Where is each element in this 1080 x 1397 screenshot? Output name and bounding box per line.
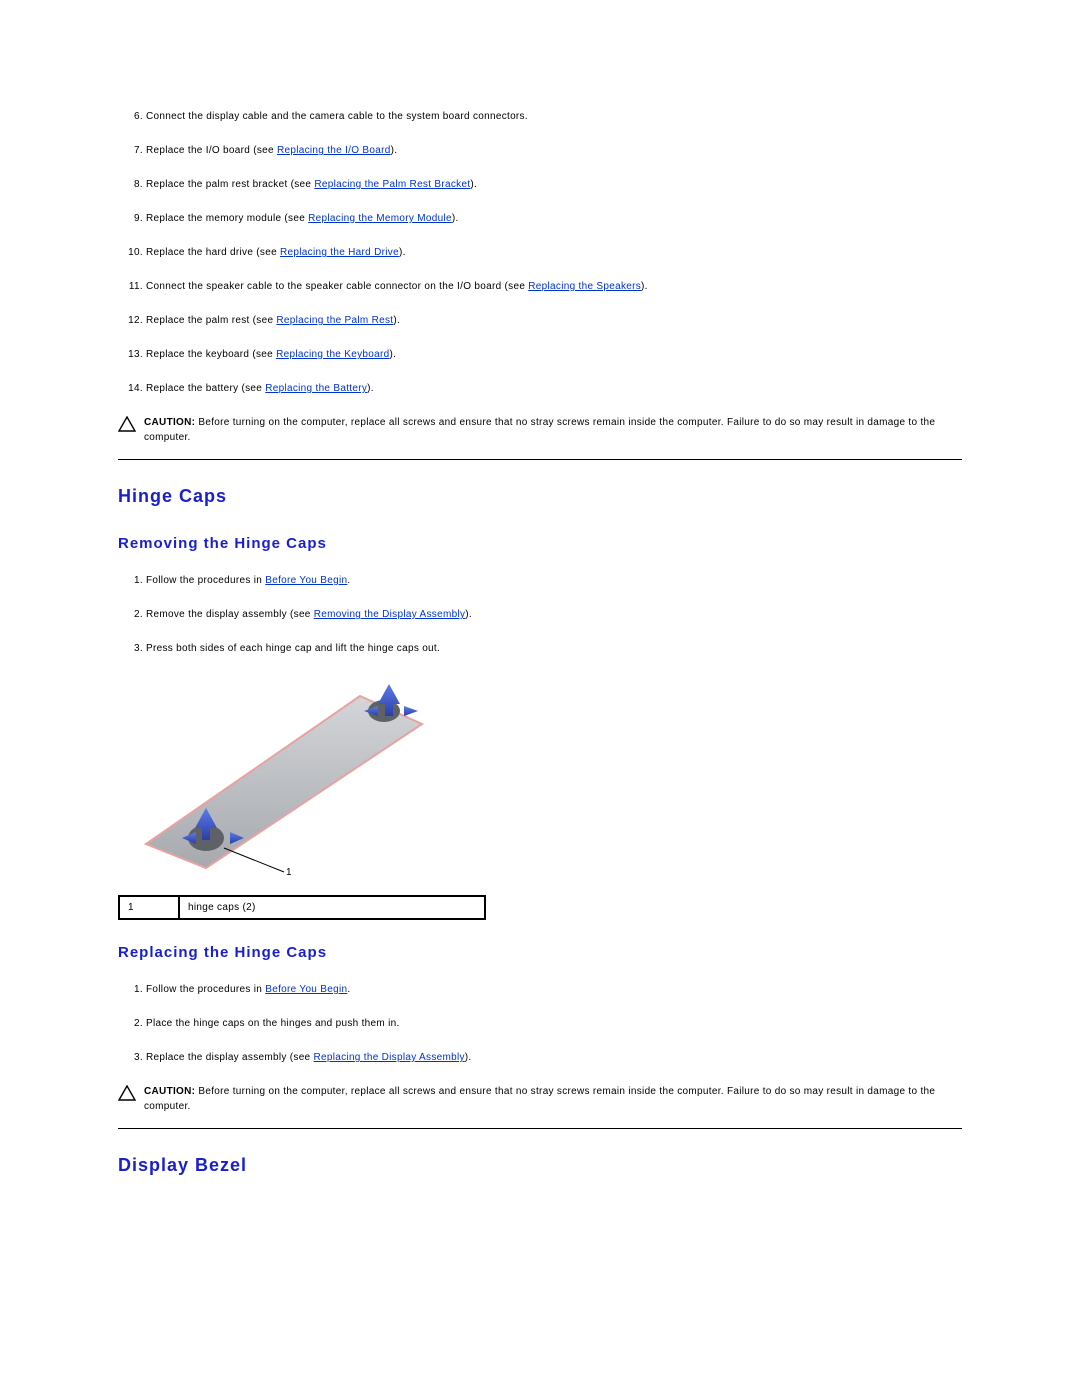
link-replacing-speakers[interactable]: Replacing the Speakers bbox=[528, 281, 641, 292]
svg-text:1: 1 bbox=[286, 867, 292, 876]
step-pre: Replace the memory module (see bbox=[146, 213, 308, 224]
link-replacing-keyboard[interactable]: Replacing the Keyboard bbox=[276, 349, 389, 360]
step-10: Replace the hard drive (see Replacing th… bbox=[146, 246, 962, 260]
document-page: Connect the display cable and the camera… bbox=[0, 0, 1080, 1264]
link-replacing-io-board[interactable]: Replacing the I/O Board bbox=[277, 145, 391, 156]
caution-text-wrap: CAUTION: Before turning on the computer,… bbox=[144, 1085, 962, 1114]
step-pre: Replace the hard drive (see bbox=[146, 247, 280, 258]
steps-remove: Follow the procedures in Before You Begi… bbox=[118, 574, 962, 656]
link-replacing-battery[interactable]: Replacing the Battery bbox=[265, 383, 367, 394]
step-7: Replace the I/O board (see Replacing the… bbox=[146, 144, 962, 158]
caution-2: CAUTION: Before turning on the computer,… bbox=[118, 1085, 962, 1114]
step-pre: Replace the palm rest bracket (see bbox=[146, 179, 314, 190]
figure-legend-table: 1 hinge caps (2) bbox=[118, 895, 486, 920]
step-post: ). bbox=[470, 179, 477, 190]
link-replacing-hard-drive[interactable]: Replacing the Hard Drive bbox=[280, 247, 399, 258]
step-pre: Remove the display assembly (see bbox=[146, 609, 314, 620]
step-post: ). bbox=[391, 145, 398, 156]
step-post: ). bbox=[389, 349, 396, 360]
remove-step-2: Remove the display assembly (see Removin… bbox=[146, 608, 962, 622]
caution-text: Before turning on the computer, replace … bbox=[144, 417, 935, 443]
link-replacing-palm-rest-bracket[interactable]: Replacing the Palm Rest Bracket bbox=[314, 179, 470, 190]
remove-step-3: Press both sides of each hinge cap and l… bbox=[146, 642, 962, 656]
step-text: Press both sides of each hinge cap and l… bbox=[146, 643, 440, 654]
caution-1: CAUTION: Before turning on the computer,… bbox=[118, 416, 962, 445]
caution-icon bbox=[118, 1085, 136, 1107]
legend-label: hinge caps (2) bbox=[179, 896, 485, 919]
section-divider-2 bbox=[118, 1128, 962, 1129]
link-replacing-memory-module[interactable]: Replacing the Memory Module bbox=[308, 213, 452, 224]
step-9: Replace the memory module (see Replacing… bbox=[146, 212, 962, 226]
link-replacing-palm-rest[interactable]: Replacing the Palm Rest bbox=[276, 315, 393, 326]
step-pre: Connect the speaker cable to the speaker… bbox=[146, 281, 528, 292]
step-text: Place the hinge caps on the hinges and p… bbox=[146, 1018, 400, 1029]
link-before-you-begin-2[interactable]: Before You Begin bbox=[265, 984, 347, 995]
step-post: ). bbox=[641, 281, 648, 292]
step-pre: Replace the I/O board (see bbox=[146, 145, 277, 156]
caution-text: Before turning on the computer, replace … bbox=[144, 1086, 935, 1112]
step-pre: Replace the keyboard (see bbox=[146, 349, 276, 360]
caution-label: CAUTION: bbox=[144, 417, 195, 428]
step-pre: Replace the palm rest (see bbox=[146, 315, 276, 326]
step-post: . bbox=[347, 575, 350, 586]
table-row: 1 hinge caps (2) bbox=[119, 896, 485, 919]
heading-replacing-hinge-caps: Replacing the Hinge Caps bbox=[118, 944, 962, 961]
step-post: ). bbox=[393, 315, 400, 326]
link-before-you-begin[interactable]: Before You Begin bbox=[265, 575, 347, 586]
step-pre: Replace the display assembly (see bbox=[146, 1052, 314, 1063]
hinge-caps-figure: 1 bbox=[132, 676, 962, 881]
step-post: ). bbox=[465, 609, 472, 620]
heading-display-bezel: Display Bezel bbox=[118, 1155, 962, 1176]
replace-step-3: Replace the display assembly (see Replac… bbox=[146, 1051, 962, 1065]
step-post: ). bbox=[465, 1052, 472, 1063]
step-text: Connect the display cable and the camera… bbox=[146, 111, 528, 122]
heading-removing-hinge-caps: Removing the Hinge Caps bbox=[118, 535, 962, 552]
caution-text-wrap: CAUTION: Before turning on the computer,… bbox=[144, 416, 962, 445]
step-pre: Follow the procedures in bbox=[146, 575, 265, 586]
replace-step-1: Follow the procedures in Before You Begi… bbox=[146, 983, 962, 997]
step-pre: Follow the procedures in bbox=[146, 984, 265, 995]
step-post: . bbox=[347, 984, 350, 995]
section-divider bbox=[118, 459, 962, 460]
step-post: ). bbox=[452, 213, 459, 224]
step-13: Replace the keyboard (see Replacing the … bbox=[146, 348, 962, 362]
replace-step-2: Place the hinge caps on the hinges and p… bbox=[146, 1017, 962, 1031]
remove-step-1: Follow the procedures in Before You Begi… bbox=[146, 574, 962, 588]
link-removing-display-assembly[interactable]: Removing the Display Assembly bbox=[314, 609, 466, 620]
steps-top: Connect the display cable and the camera… bbox=[118, 110, 962, 396]
step-pre: Replace the battery (see bbox=[146, 383, 265, 394]
step-12: Replace the palm rest (see Replacing the… bbox=[146, 314, 962, 328]
step-6: Connect the display cable and the camera… bbox=[146, 110, 962, 124]
step-post: ). bbox=[367, 383, 374, 394]
step-8: Replace the palm rest bracket (see Repla… bbox=[146, 178, 962, 192]
legend-num: 1 bbox=[119, 896, 179, 919]
steps-replace: Follow the procedures in Before You Begi… bbox=[118, 983, 962, 1065]
heading-hinge-caps: Hinge Caps bbox=[118, 486, 962, 507]
step-post: ). bbox=[399, 247, 406, 258]
caution-label: CAUTION: bbox=[144, 1086, 195, 1097]
caution-icon bbox=[118, 416, 136, 438]
step-14: Replace the battery (see Replacing the B… bbox=[146, 382, 962, 396]
step-11: Connect the speaker cable to the speaker… bbox=[146, 280, 962, 294]
link-replacing-display-assembly[interactable]: Replacing the Display Assembly bbox=[314, 1052, 465, 1063]
